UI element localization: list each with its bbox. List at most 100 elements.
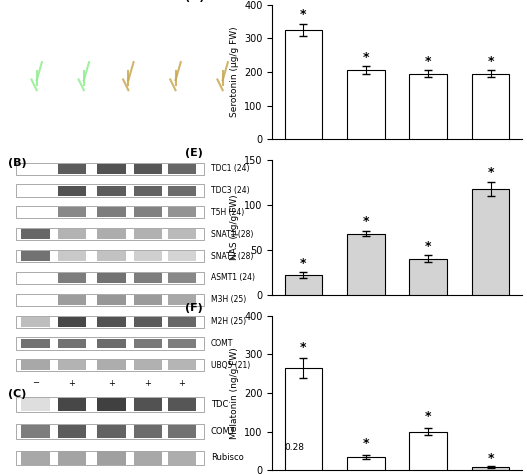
Text: (A): (A) (11, 9, 30, 19)
Text: *: * (363, 50, 369, 64)
Bar (347, 70, 385, 139)
FancyBboxPatch shape (168, 339, 197, 349)
FancyBboxPatch shape (97, 164, 126, 174)
FancyBboxPatch shape (16, 315, 204, 328)
FancyBboxPatch shape (57, 398, 86, 411)
Text: M3H (25): M3H (25) (211, 295, 246, 304)
FancyBboxPatch shape (97, 451, 126, 465)
Text: T5H (24): T5H (24) (211, 208, 244, 217)
FancyBboxPatch shape (16, 337, 204, 350)
FancyBboxPatch shape (97, 251, 126, 261)
FancyBboxPatch shape (134, 425, 162, 438)
Text: *: * (300, 256, 307, 269)
FancyBboxPatch shape (16, 451, 204, 466)
FancyBboxPatch shape (97, 361, 126, 370)
FancyBboxPatch shape (57, 425, 86, 438)
FancyBboxPatch shape (168, 164, 197, 174)
Y-axis label: NAS (μg/g FW): NAS (μg/g FW) (230, 195, 239, 260)
FancyBboxPatch shape (21, 251, 50, 261)
Bar (472, 189, 509, 294)
Bar (285, 30, 322, 139)
FancyBboxPatch shape (134, 317, 162, 327)
FancyBboxPatch shape (16, 250, 204, 262)
FancyBboxPatch shape (134, 229, 162, 239)
Text: *: * (363, 215, 369, 228)
FancyBboxPatch shape (57, 164, 86, 174)
Bar (347, 457, 385, 470)
FancyBboxPatch shape (97, 398, 126, 411)
Text: SNAT1 (28): SNAT1 (28) (211, 230, 253, 239)
FancyBboxPatch shape (134, 361, 162, 370)
Text: (D): (D) (185, 0, 204, 2)
FancyBboxPatch shape (16, 424, 204, 438)
FancyBboxPatch shape (16, 397, 204, 412)
Bar (409, 74, 447, 139)
Text: (E): (E) (185, 148, 203, 158)
FancyBboxPatch shape (57, 317, 86, 327)
FancyBboxPatch shape (21, 398, 50, 411)
Y-axis label: Melatonin (ng/g FW): Melatonin (ng/g FW) (230, 347, 239, 439)
FancyBboxPatch shape (168, 208, 197, 218)
FancyBboxPatch shape (168, 295, 197, 305)
FancyBboxPatch shape (168, 186, 197, 196)
Y-axis label: Serotonin (μg/g FW): Serotonin (μg/g FW) (230, 27, 239, 117)
Text: (B): (B) (8, 158, 26, 168)
Bar (285, 368, 322, 470)
FancyBboxPatch shape (97, 186, 126, 196)
FancyBboxPatch shape (57, 361, 86, 370)
FancyBboxPatch shape (168, 229, 197, 239)
FancyBboxPatch shape (97, 273, 126, 283)
FancyBboxPatch shape (97, 339, 126, 349)
Text: *: * (487, 55, 494, 67)
FancyBboxPatch shape (97, 229, 126, 239)
FancyBboxPatch shape (134, 451, 162, 465)
FancyBboxPatch shape (16, 294, 204, 306)
Text: *: * (425, 55, 432, 67)
Text: UBQ5 (21): UBQ5 (21) (211, 361, 250, 370)
Text: *: * (487, 452, 494, 465)
Text: TDC1 (24): TDC1 (24) (211, 164, 249, 173)
Text: *: * (425, 410, 432, 423)
Text: *: * (363, 437, 369, 450)
Bar (409, 259, 447, 294)
FancyBboxPatch shape (168, 273, 197, 283)
FancyBboxPatch shape (134, 295, 162, 305)
FancyBboxPatch shape (97, 208, 126, 218)
FancyBboxPatch shape (168, 425, 197, 438)
FancyBboxPatch shape (168, 251, 197, 261)
Text: *: * (487, 166, 494, 179)
FancyBboxPatch shape (21, 229, 50, 239)
FancyBboxPatch shape (16, 206, 204, 219)
FancyBboxPatch shape (168, 398, 197, 411)
FancyBboxPatch shape (168, 317, 197, 327)
Bar (472, 467, 509, 470)
FancyBboxPatch shape (21, 361, 50, 370)
FancyBboxPatch shape (97, 425, 126, 438)
FancyBboxPatch shape (134, 164, 162, 174)
Text: +: + (144, 379, 151, 388)
FancyBboxPatch shape (16, 228, 204, 240)
Text: Rubisco: Rubisco (211, 454, 243, 463)
Bar (285, 275, 322, 294)
FancyBboxPatch shape (134, 208, 162, 218)
FancyBboxPatch shape (21, 339, 50, 349)
FancyBboxPatch shape (57, 295, 86, 305)
Bar (409, 432, 447, 470)
Bar (347, 234, 385, 294)
FancyBboxPatch shape (16, 359, 204, 371)
Text: COMT: COMT (211, 427, 236, 436)
FancyBboxPatch shape (57, 186, 86, 196)
FancyBboxPatch shape (134, 273, 162, 283)
FancyBboxPatch shape (134, 398, 162, 411)
Text: (C): (C) (8, 389, 26, 399)
Text: TDC: TDC (211, 400, 228, 409)
FancyBboxPatch shape (16, 272, 204, 284)
Text: *: * (300, 341, 307, 353)
Text: SNAT2 (28): SNAT2 (28) (211, 252, 253, 261)
Text: 0.28: 0.28 (285, 443, 305, 452)
FancyBboxPatch shape (134, 339, 162, 349)
FancyBboxPatch shape (21, 317, 50, 327)
Text: M2H (25): M2H (25) (211, 317, 246, 326)
FancyBboxPatch shape (168, 361, 197, 370)
FancyBboxPatch shape (16, 162, 204, 175)
